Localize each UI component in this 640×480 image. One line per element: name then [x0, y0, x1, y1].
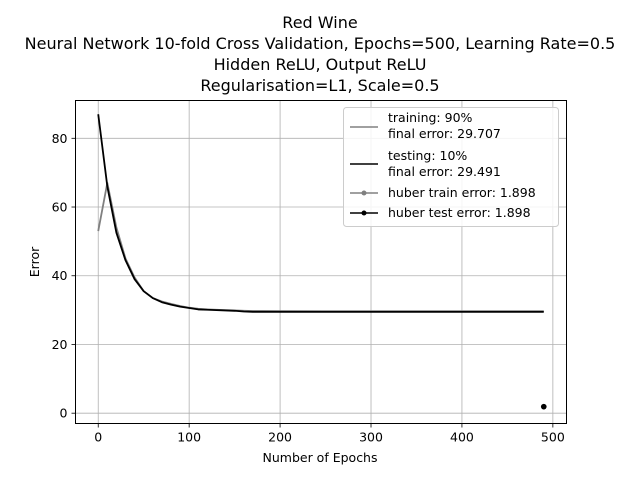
title-line-3: Hidden ReLU, Output ReLU [214, 55, 427, 74]
legend-marker-huber-test [361, 210, 367, 216]
y-tick-label: 20 [52, 337, 68, 352]
legend-label-training: training: 90% [388, 110, 473, 125]
legend-label-training-final: final error: 29.707 [388, 126, 501, 141]
legend-label-testing-final: final error: 29.491 [388, 164, 501, 179]
x-tick-label: 100 [177, 430, 201, 445]
legend-label-huber-train: huber train error: 1.898 [388, 185, 536, 200]
ticks: 0 100 200 300 400 500 0 20 40 60 80 [52, 131, 565, 445]
title-line-4: Regularisation=L1, Scale=0.5 [200, 76, 439, 95]
legend-label-testing: testing: 10% [388, 148, 467, 163]
x-tick-label: 200 [268, 430, 292, 445]
x-axis-label: Number of Epochs [263, 450, 378, 465]
legend-label-huber-test: huber test error: 1.898 [388, 205, 531, 220]
x-tick-label: 400 [450, 430, 474, 445]
legend: training: 90% final error: 29.707 testin… [343, 107, 559, 227]
title-line-1: Red Wine [282, 13, 357, 32]
series-layer [97, 114, 547, 410]
legend-marker-huber-train [361, 190, 367, 196]
y-tick-label: 80 [52, 131, 68, 146]
x-tick-label: 0 [94, 430, 102, 445]
y-tick-label: 40 [52, 268, 68, 283]
x-tick-label: 500 [541, 430, 565, 445]
plot-frame [75, 100, 567, 424]
x-tick-label: 300 [359, 430, 383, 445]
y-tick-label: 60 [52, 200, 68, 215]
legend-frame [343, 107, 559, 227]
y-tick-label: 0 [60, 406, 68, 421]
series-1-line [97, 114, 544, 313]
title-line-2: Neural Network 10-fold Cross Validation,… [25, 34, 616, 53]
series-3-point [540, 403, 547, 410]
chart-title: Red Wine Neural Network 10-fold Cross Va… [25, 13, 616, 95]
y-axis-label: Error [27, 246, 42, 277]
